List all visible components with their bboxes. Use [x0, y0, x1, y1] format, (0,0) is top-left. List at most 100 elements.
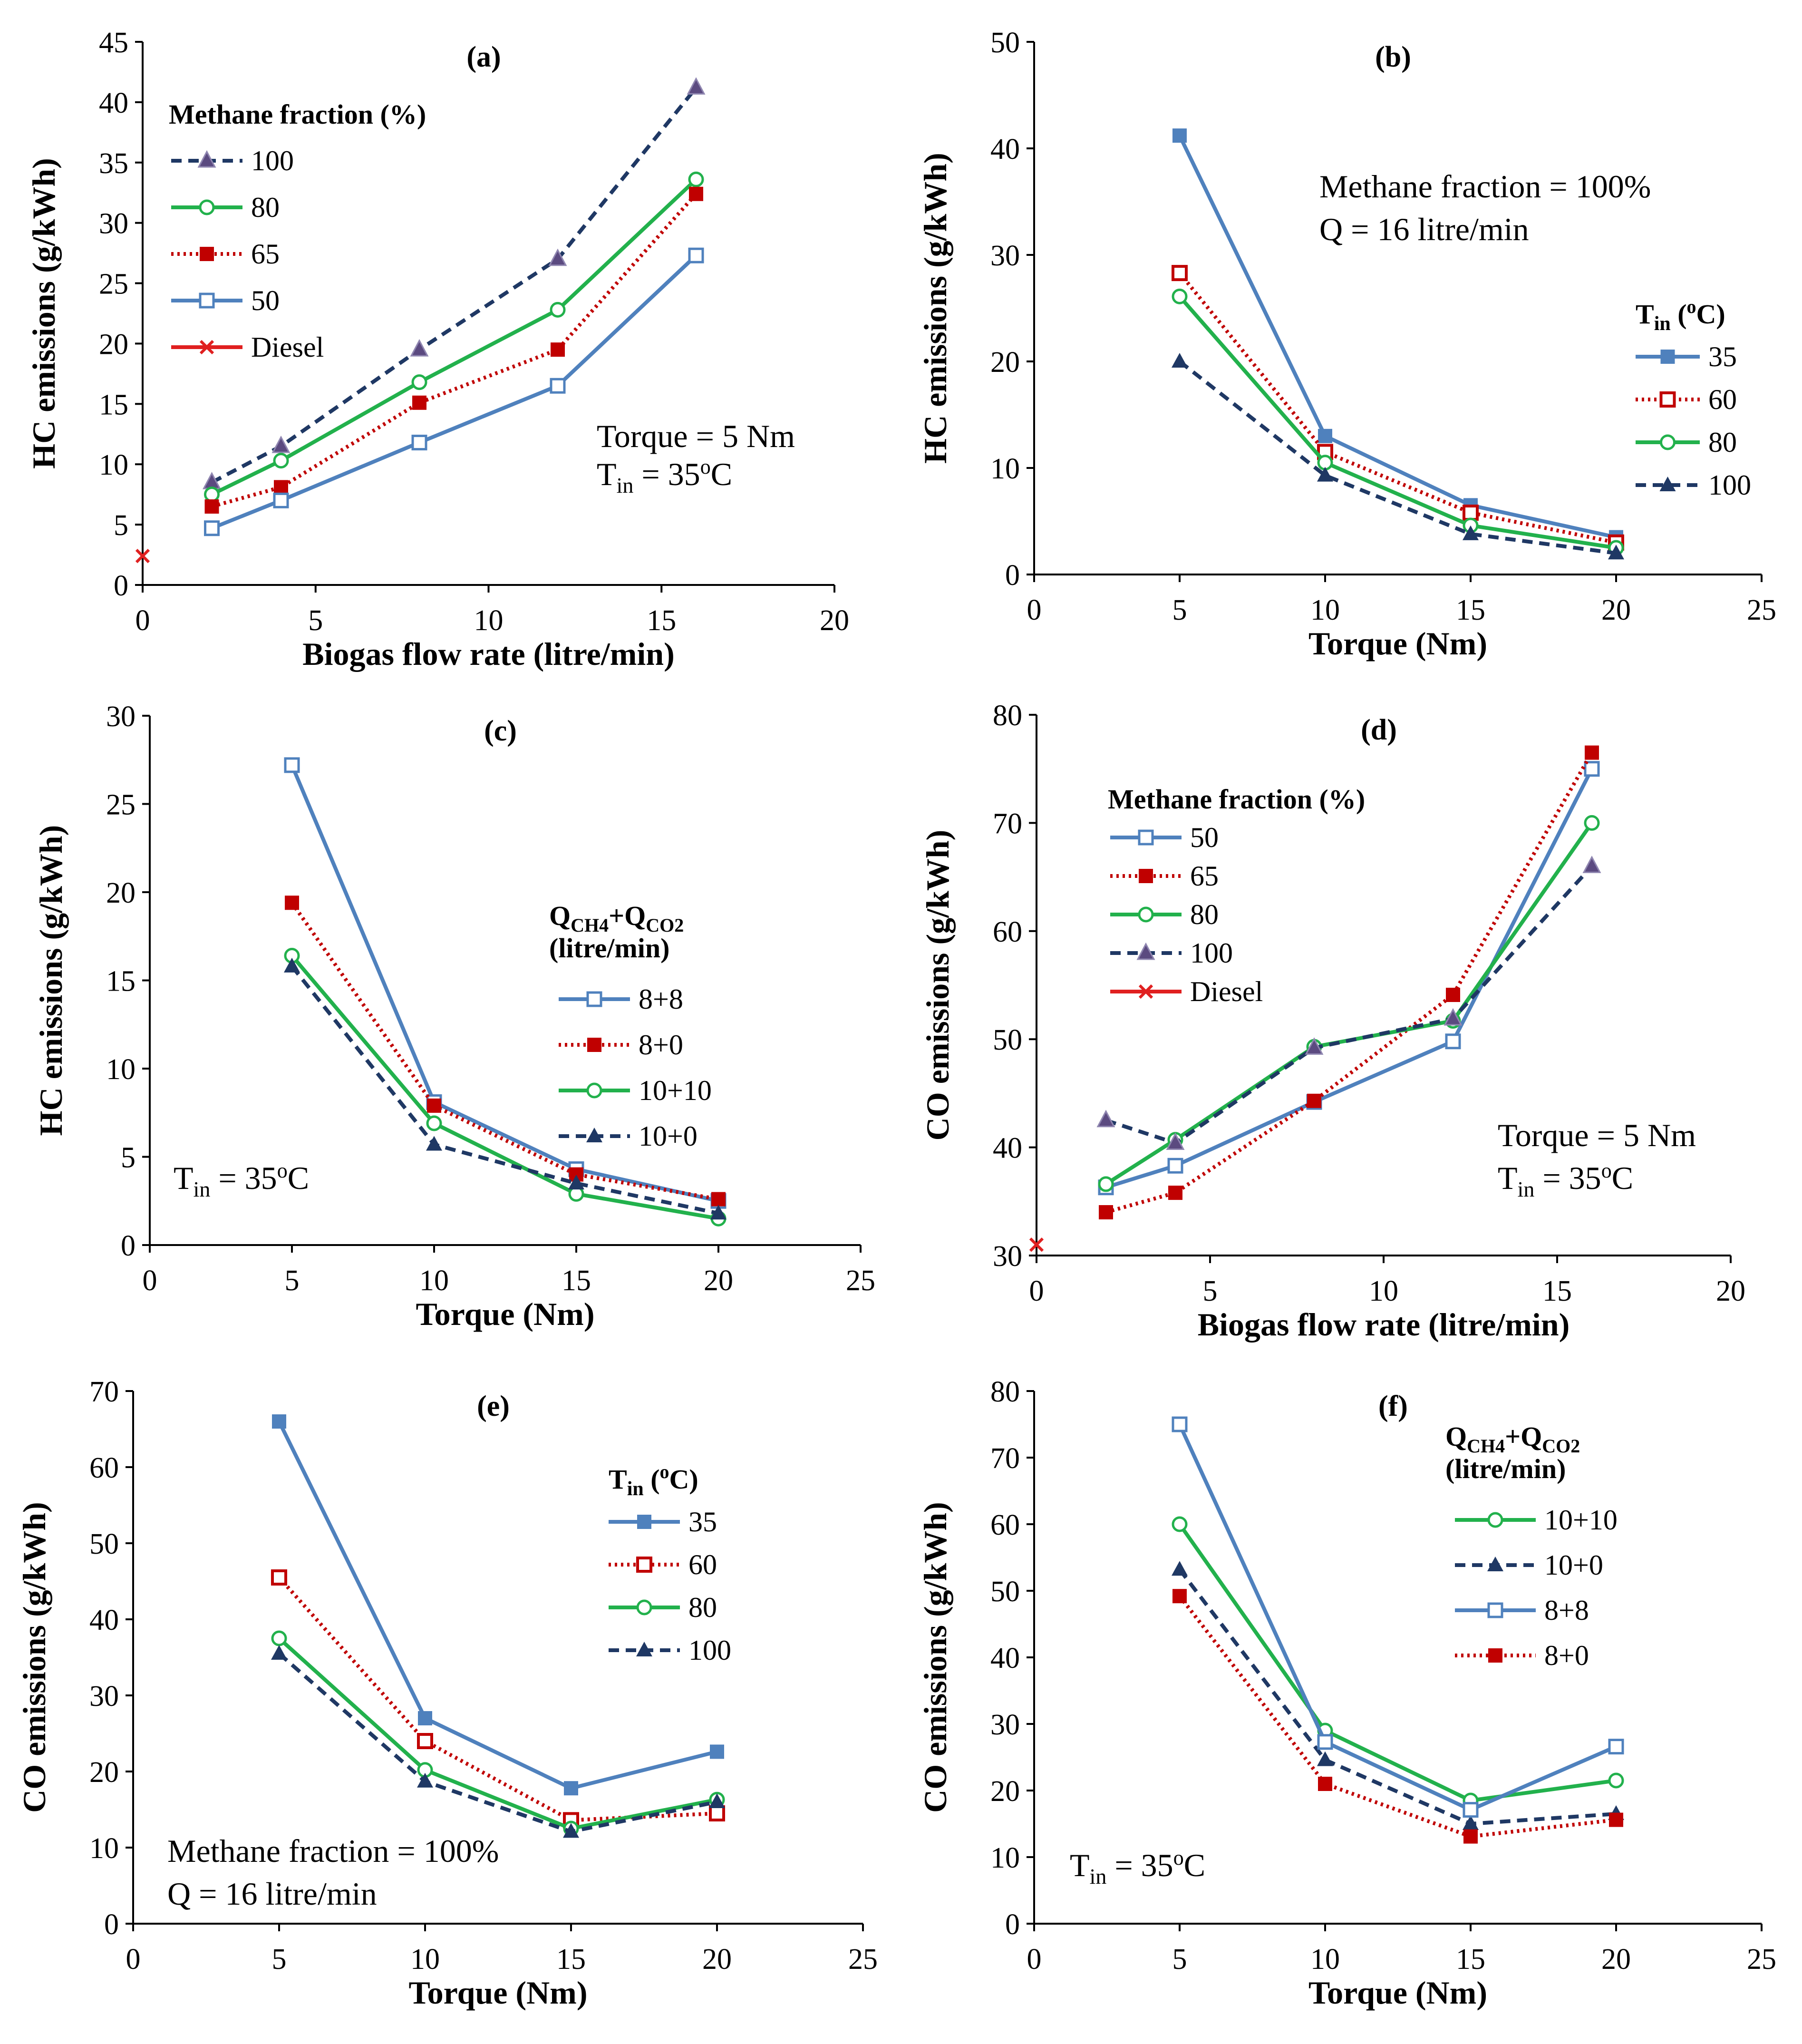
- data-point: [1307, 1093, 1321, 1108]
- y-tick-label: 5: [121, 1142, 136, 1174]
- data-point: [1098, 1176, 1114, 1192]
- panel-title: (b): [1375, 41, 1411, 73]
- series-60: [1172, 265, 1624, 551]
- x-axis-label: Torque (Nm): [409, 1975, 588, 2011]
- data-point: [285, 895, 299, 910]
- data-point: [411, 374, 427, 390]
- data-point: [271, 1569, 287, 1586]
- data-point: [1584, 761, 1600, 777]
- y-tick-label: 10: [99, 449, 128, 481]
- data-point: [709, 1793, 725, 1808]
- panel-e: 0 5 10 15 20 25 0 10 20 30 40 50 60 70 Torque (Nm) CO e…: [16, 1376, 878, 2011]
- x-tick-label: 15: [556, 1943, 586, 1976]
- legend-item-100: 100: [609, 1635, 731, 1666]
- annotation: Tin = 35oC: [1070, 1846, 1205, 1888]
- legend-label: 10+10: [639, 1075, 712, 1106]
- data-point: [284, 957, 300, 973]
- y-tick-label: 60: [990, 1509, 1020, 1541]
- data-point: [1463, 505, 1479, 521]
- x-tick-label: 15: [647, 604, 676, 637]
- data-point: [1029, 1237, 1044, 1252]
- data-point: [1463, 525, 1479, 540]
- legend-item-10+0: 10+0: [559, 1120, 698, 1152]
- legend-label: 65: [1190, 860, 1219, 892]
- legend-marker: [1659, 477, 1676, 491]
- panel-d: 0 5 10 15 20 30 40 50 60 70 80 Biogas flow rate (li…: [920, 700, 1745, 1343]
- data-point: [412, 395, 426, 410]
- annotation: Tin = 35oC: [174, 1159, 309, 1201]
- legend-item-8+8: 8+8: [1455, 1595, 1589, 1626]
- y-tick-label: 50: [990, 27, 1020, 59]
- series-line: [1178, 1423, 1617, 1812]
- x-tick-label: 15: [1456, 1943, 1485, 1976]
- legend-marker: [1660, 350, 1675, 364]
- data-point: [688, 171, 704, 187]
- legend-item-100: 100: [1110, 937, 1233, 969]
- legend-label: 80: [688, 1592, 717, 1623]
- series-8+0: [285, 895, 726, 1207]
- data-point: [563, 1823, 579, 1838]
- data-point: [711, 1192, 726, 1207]
- data-point: [1172, 128, 1187, 143]
- data-point: [1172, 1516, 1188, 1532]
- series-line: [290, 901, 719, 1201]
- legend-item-60: 60: [609, 1549, 717, 1580]
- series-100: [1096, 856, 1601, 1150]
- data-point: [1172, 1416, 1188, 1432]
- data-point: [689, 186, 703, 201]
- x-axis-label: Biogas flow rate (litre/min): [302, 636, 674, 672]
- data-point: [1172, 1561, 1188, 1576]
- data-point: [427, 1098, 441, 1113]
- legend-marker: [1138, 829, 1154, 846]
- legend-item-50: 50: [1110, 822, 1219, 853]
- x-tick-label: 10: [1369, 1275, 1398, 1307]
- data-point: [204, 487, 220, 503]
- annotation-tin: Tin = 35oC: [597, 455, 732, 497]
- legend-label: 10+0: [639, 1120, 698, 1152]
- panel-title: (f): [1378, 1390, 1408, 1422]
- data-point: [1167, 1158, 1183, 1174]
- x-tick-label: 5: [272, 1943, 287, 1976]
- x-tick-label: 5: [1172, 594, 1187, 626]
- legend-marker: [1487, 1602, 1503, 1618]
- legend-item-10+0: 10+0: [1455, 1549, 1603, 1581]
- legend-title: Tin (oC): [609, 1461, 698, 1500]
- y-tick-label: 20: [106, 877, 136, 909]
- data-point: [1608, 1772, 1624, 1789]
- y-tick-label: 10: [990, 1842, 1020, 1874]
- series-65: [1099, 745, 1599, 1220]
- y-tick-label: 40: [99, 87, 128, 119]
- data-point: [1099, 1205, 1113, 1220]
- data-point: [1463, 1802, 1479, 1818]
- data-point: [1172, 288, 1188, 304]
- legend-marker: [199, 340, 214, 355]
- legend-label: 80: [251, 192, 280, 223]
- panel-title: (e): [477, 1390, 510, 1422]
- legend-item-80: 80: [171, 192, 280, 223]
- x-axis-label: Torque (Nm): [416, 1296, 595, 1332]
- series-line: [278, 1576, 717, 1822]
- y-tick-label: 35: [99, 147, 128, 180]
- series-Diesel: [135, 548, 150, 564]
- legend-marker: [199, 292, 215, 309]
- legend: Tin (oC) 35 60 80 100: [609, 1461, 731, 1666]
- data-point: [687, 77, 706, 95]
- y-axis-label: HC emissions (g/kWh): [33, 825, 69, 1136]
- x-tick-label: 5: [1203, 1275, 1218, 1307]
- x-tick-label: 0: [126, 1943, 141, 1976]
- annotation-line-1: Torque = 5 Nm: [1498, 1117, 1696, 1153]
- y-tick-label: 30: [993, 1240, 1022, 1273]
- y-axis-label: CO emissions (g/kWh): [917, 1502, 953, 1813]
- legend-title: Tin (oC): [1636, 296, 1725, 335]
- data-point: [548, 248, 567, 266]
- y-axis-label: CO emissions (g/kWh): [920, 830, 956, 1141]
- legend-item-50: 50: [171, 285, 280, 316]
- legend-marker: [636, 1557, 652, 1573]
- data-point: [1582, 856, 1601, 873]
- series-10+0: [284, 957, 727, 1220]
- y-tick-label: 70: [89, 1376, 119, 1408]
- y-tick-label: 40: [990, 1642, 1020, 1674]
- legend-item-65: 65: [1110, 860, 1219, 892]
- series-100: [1172, 353, 1624, 560]
